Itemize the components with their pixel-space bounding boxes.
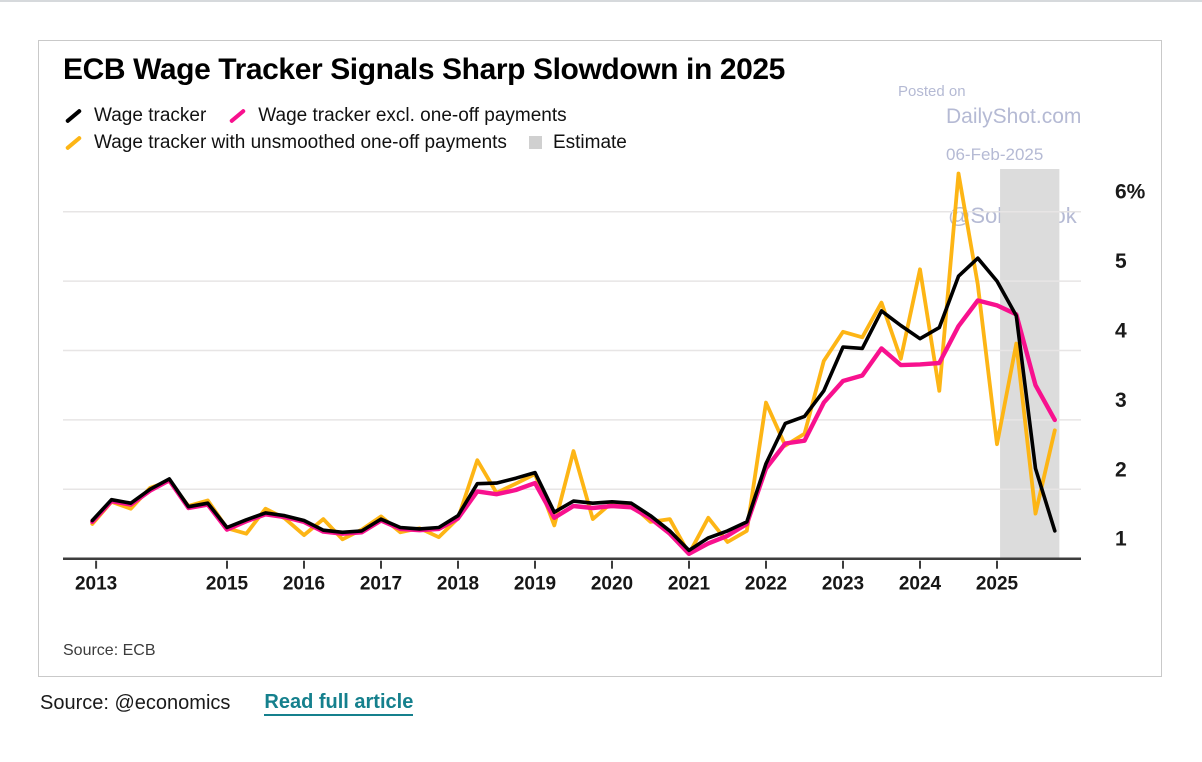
svg-text:2025: 2025 (976, 574, 1019, 595)
legend-label: Wage tracker excl. one-off payments (258, 104, 567, 126)
wage-tracker-chart-card: ECB Wage Tracker Signals Sharp Slowdown … (38, 40, 1162, 677)
svg-text:3: 3 (1115, 389, 1127, 412)
svg-text:2013: 2013 (75, 574, 117, 595)
legend-label: Estimate (552, 131, 627, 153)
svg-text:6%: 6% (1115, 181, 1146, 204)
page-top-divider (0, 0, 1202, 2)
pink-line-swatch-icon (229, 107, 247, 124)
svg-text:2018: 2018 (437, 574, 479, 595)
watermark-posted-on: Posted on (898, 83, 966, 100)
svg-text:2017: 2017 (360, 574, 402, 595)
svg-text:5: 5 (1115, 250, 1127, 273)
watermark-date: 06-Feb-2025 (946, 145, 1044, 164)
read-full-article-link[interactable]: Read full article (264, 691, 414, 716)
legend-label: Wage tracker with unsmoothed one-off pay… (94, 131, 507, 153)
svg-text:4: 4 (1115, 320, 1127, 343)
svg-text:2024: 2024 (899, 574, 942, 595)
svg-text:2020: 2020 (591, 574, 633, 595)
svg-text:2019: 2019 (514, 574, 556, 595)
legend-item-unsmoothed: Wage tracker with unsmoothed one-off pay… (64, 132, 507, 154)
footer-source-text: Source: @economics (40, 692, 231, 714)
legend-item-estimate: Estimate (528, 131, 627, 154)
legend-item-excl-one-off: Wage tracker excl. one-off payments (228, 104, 567, 127)
chart-source-note: Source: ECB (63, 642, 156, 659)
svg-text:2023: 2023 (822, 574, 864, 595)
svg-text:2021: 2021 (668, 574, 711, 595)
legend-item-wage-tracker: Wage tracker (64, 105, 206, 127)
svg-text:2: 2 (1115, 458, 1127, 481)
chart-title: ECB Wage Tracker Signals Sharp Slowdown … (63, 53, 785, 86)
footer: Source: @economics Read full article (40, 691, 414, 716)
yellow-line-swatch-icon (64, 134, 83, 151)
svg-text:2015: 2015 (206, 574, 249, 595)
watermark-dailyshot: DailyShot.com (946, 105, 1082, 128)
chart-legend: Wage tracker Wage tracker excl. one-off … (64, 102, 649, 156)
svg-text:2016: 2016 (283, 574, 325, 595)
legend-row-1: Wage tracker Wage tracker excl. one-off … (64, 102, 649, 129)
estimate-swatch-icon (528, 136, 542, 149)
legend-label: Wage tracker (94, 104, 207, 126)
svg-text:1: 1 (1115, 528, 1127, 551)
wage-chart-svg: 6% 5 4 3 2 1 2013 2015 2016 2017 2018 2019 2020 2021 2… (63, 169, 1146, 595)
legend-row-2: Wage tracker with unsmoothed one-off pay… (64, 129, 649, 156)
black-line-swatch-icon (64, 107, 83, 124)
svg-text:2022: 2022 (745, 574, 787, 595)
